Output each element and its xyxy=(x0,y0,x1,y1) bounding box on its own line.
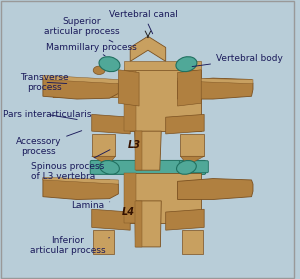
Polygon shape xyxy=(124,70,136,131)
Polygon shape xyxy=(135,201,161,247)
Text: Spinous process
of L3 vertebra: Spinous process of L3 vertebra xyxy=(31,150,110,181)
Polygon shape xyxy=(135,131,142,170)
Ellipse shape xyxy=(100,160,119,174)
Polygon shape xyxy=(130,36,166,61)
Polygon shape xyxy=(178,78,253,84)
Polygon shape xyxy=(182,230,203,254)
Polygon shape xyxy=(92,209,130,230)
Polygon shape xyxy=(43,179,118,199)
Polygon shape xyxy=(124,70,201,131)
Polygon shape xyxy=(93,230,114,254)
Polygon shape xyxy=(166,209,204,230)
Polygon shape xyxy=(124,173,201,223)
Text: L4: L4 xyxy=(122,207,135,217)
Text: Lamina: Lamina xyxy=(71,201,110,210)
Text: Superior
articular process: Superior articular process xyxy=(44,17,119,42)
Ellipse shape xyxy=(99,57,120,72)
Text: Mammillary process: Mammillary process xyxy=(46,43,136,56)
Polygon shape xyxy=(181,134,204,156)
Polygon shape xyxy=(43,177,118,184)
Polygon shape xyxy=(124,61,201,70)
Polygon shape xyxy=(92,114,130,134)
Polygon shape xyxy=(118,70,139,106)
Polygon shape xyxy=(181,156,204,162)
Text: Accessory
process: Accessory process xyxy=(16,131,82,156)
Text: L3: L3 xyxy=(128,140,141,150)
Polygon shape xyxy=(92,156,116,162)
Polygon shape xyxy=(178,70,201,106)
Polygon shape xyxy=(166,114,204,134)
Polygon shape xyxy=(135,201,142,247)
Text: Vertebral canal: Vertebral canal xyxy=(109,10,178,34)
Text: Vertebral body: Vertebral body xyxy=(192,54,283,67)
Polygon shape xyxy=(53,84,118,98)
Polygon shape xyxy=(43,75,118,84)
Polygon shape xyxy=(135,131,161,170)
Ellipse shape xyxy=(93,66,105,74)
Text: Transverse
process: Transverse process xyxy=(20,73,69,92)
Text: Pars interarticularis: Pars interarticularis xyxy=(3,110,92,119)
Polygon shape xyxy=(178,179,253,199)
Polygon shape xyxy=(53,84,118,98)
FancyBboxPatch shape xyxy=(90,160,206,174)
Polygon shape xyxy=(124,173,136,223)
Polygon shape xyxy=(43,78,118,99)
Ellipse shape xyxy=(176,160,196,174)
Text: Inferior
articular process: Inferior articular process xyxy=(30,236,110,255)
FancyBboxPatch shape xyxy=(179,161,208,173)
Polygon shape xyxy=(178,78,253,99)
Ellipse shape xyxy=(176,57,197,72)
Polygon shape xyxy=(92,134,116,156)
